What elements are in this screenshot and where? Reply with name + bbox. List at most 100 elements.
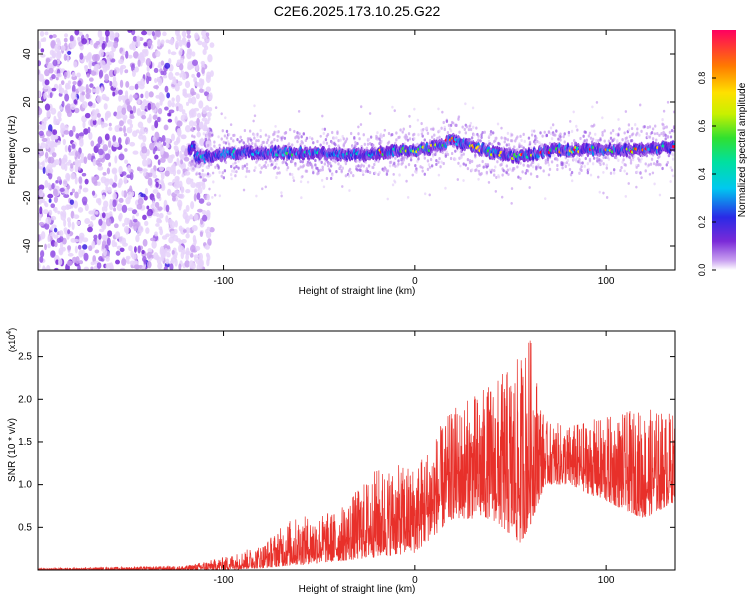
heat-cell [58, 157, 62, 167]
heat-cell [170, 51, 177, 56]
heat-cell [105, 185, 109, 193]
heat-cell [178, 49, 183, 57]
heat-cell [125, 226, 129, 235]
heat-cell [205, 38, 210, 43]
heat-cell [125, 50, 129, 59]
heat-cell [615, 133, 618, 136]
heat-cell [112, 75, 117, 82]
heat-cell [50, 215, 57, 221]
heat-cell [167, 100, 172, 108]
heat-cell [162, 74, 168, 79]
heat-cell [421, 169, 424, 173]
heat-cell [49, 92, 53, 99]
heat-cell [341, 166, 344, 170]
heat-cell [179, 57, 185, 65]
heat-cell [324, 138, 328, 142]
heat-cell [631, 132, 635, 136]
heat-cell [386, 169, 390, 173]
heat-cell [165, 204, 170, 213]
heat-cell [83, 128, 89, 135]
heat-cell [267, 134, 270, 138]
heat-cell [206, 111, 212, 118]
heat-cell [588, 159, 592, 163]
heat-cell [162, 251, 166, 259]
heat-cell [280, 194, 283, 198]
heat-cell [636, 127, 639, 131]
heat-cell [177, 129, 182, 138]
heat-cell [186, 30, 191, 36]
heat-cell [127, 118, 133, 125]
heat-cell [45, 216, 52, 225]
heat-cell [63, 193, 70, 199]
heat-cell [416, 159, 419, 163]
heat-cell [360, 163, 363, 167]
heat-cell [108, 178, 114, 186]
heat-cell [129, 115, 135, 120]
heat-cell [174, 220, 178, 228]
heat-cell [420, 121, 423, 126]
heat-cell [73, 200, 79, 209]
heat-cell [55, 76, 59, 81]
heat-cell [337, 162, 340, 166]
spectrogram-xlabel: Height of straight line (km) [299, 286, 416, 297]
heat-cell [95, 86, 100, 95]
heat-cell [205, 131, 209, 135]
heat-cell [552, 153, 556, 157]
heat-cell [140, 103, 146, 111]
heat-cell [433, 133, 436, 137]
heat-cell [225, 129, 229, 133]
heat-cell [272, 160, 275, 164]
heat-cell [337, 139, 340, 143]
heat-cell [181, 109, 186, 115]
heat-cell [196, 192, 201, 200]
heat-cell [658, 193, 662, 197]
heat-cell [116, 203, 123, 212]
heat-cell [118, 165, 123, 175]
heat-cell [430, 135, 434, 139]
heat-cell [160, 39, 165, 45]
heat-cell [624, 140, 627, 144]
heat-cell [169, 263, 174, 270]
heat-cell [40, 231, 46, 240]
heat-cell [566, 158, 570, 163]
heat-cell [50, 203, 56, 209]
heat-cell [455, 123, 458, 127]
heat-cell [409, 158, 413, 162]
heat-cell [391, 183, 395, 187]
heat-cell [305, 169, 309, 173]
heat-cell [221, 171, 224, 175]
heat-cell [446, 131, 450, 135]
heat-cell [52, 59, 58, 67]
heat-cell [227, 132, 231, 137]
heat-cell [54, 159, 60, 166]
heat-cell [527, 164, 531, 168]
heat-cell [651, 171, 655, 175]
heat-cell [434, 152, 437, 157]
heat-cell [171, 101, 175, 108]
heat-cell [445, 150, 449, 154]
heat-cell [603, 139, 606, 143]
heat-cell [601, 130, 604, 135]
heat-cell [121, 190, 125, 197]
heat-cell [494, 190, 498, 193]
heat-cell [556, 167, 559, 172]
heat-cell [146, 157, 151, 165]
heat-cell [82, 120, 86, 129]
heat-cell [213, 144, 216, 148]
heat-cell [331, 141, 334, 145]
heat-cell [281, 135, 284, 139]
heat-cell [70, 172, 76, 180]
heat-cell [314, 158, 317, 162]
heat-cell [140, 110, 147, 116]
heat-cell [559, 132, 562, 136]
heat-cell [437, 107, 440, 111]
heat-cell [171, 249, 175, 255]
heat-cell [92, 119, 97, 126]
heat-cell [205, 252, 210, 258]
heat-cell [404, 165, 408, 169]
heat-cell [578, 172, 581, 175]
heat-cell [464, 131, 468, 135]
heat-cell [408, 124, 412, 129]
heat-cell [627, 128, 631, 132]
heat-cell [636, 131, 639, 135]
